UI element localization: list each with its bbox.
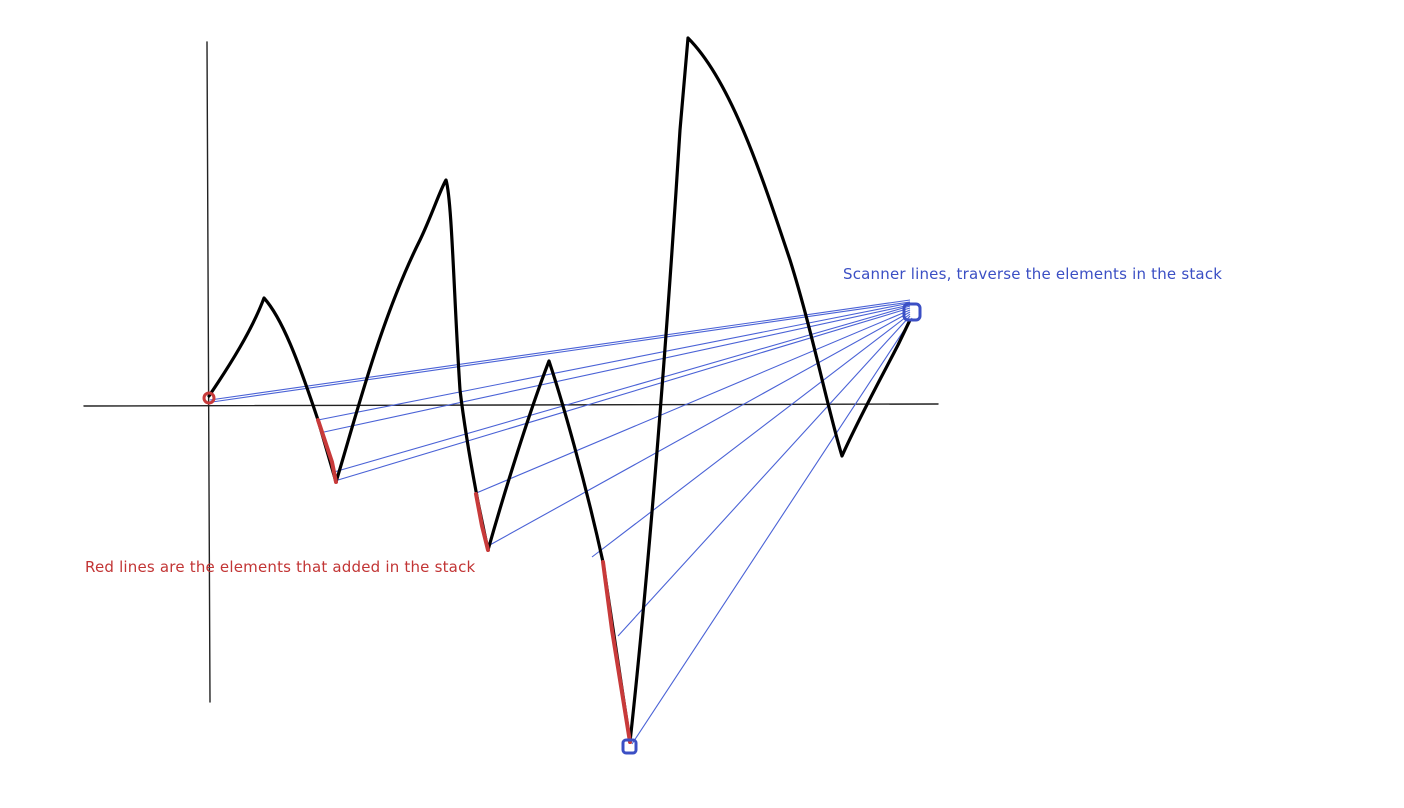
x-axis	[83, 403, 939, 407]
scanner-end-marker	[621, 738, 638, 755]
stack-segments	[202, 391, 632, 744]
scanner-origin-marker	[902, 302, 922, 322]
scanner-line	[337, 307, 911, 481]
scanner-line	[323, 304, 911, 433]
scanner-line	[487, 311, 911, 547]
stack-annotation: Red lines are the elements that added in…	[85, 558, 476, 576]
stack-segment	[474, 492, 490, 552]
data-curve	[207, 36, 912, 744]
scanner-line	[211, 301, 911, 403]
stack-segment	[601, 560, 632, 744]
scanner-line	[333, 305, 911, 473]
scanner-lines	[209, 299, 913, 745]
stack-start-marker	[202, 391, 216, 405]
y-axis	[206, 41, 211, 703]
scanner-line	[209, 299, 911, 401]
scanner-line	[631, 317, 913, 745]
scanner-line	[473, 309, 911, 495]
scanner-line	[617, 315, 911, 637]
scanner-line	[317, 302, 911, 421]
stack-segment	[316, 418, 338, 484]
scanner-annotation: Scanner lines, traverse the elements in …	[843, 265, 1222, 283]
scanner-line	[591, 313, 911, 558]
